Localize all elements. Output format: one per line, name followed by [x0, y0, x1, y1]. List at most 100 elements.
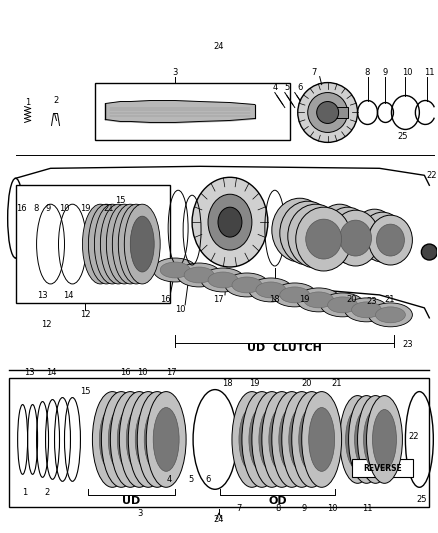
Ellipse shape — [302, 392, 342, 487]
Text: 7: 7 — [311, 68, 316, 77]
Ellipse shape — [360, 218, 389, 250]
Text: 4: 4 — [272, 83, 277, 92]
Text: 6: 6 — [205, 474, 211, 483]
Ellipse shape — [324, 207, 371, 263]
Ellipse shape — [256, 282, 286, 298]
Bar — [9, 378, 429, 507]
Ellipse shape — [184, 267, 214, 283]
Text: 23: 23 — [402, 340, 413, 349]
Text: 19: 19 — [300, 295, 310, 304]
Text: 24: 24 — [214, 515, 224, 524]
Ellipse shape — [218, 207, 242, 237]
Text: 8: 8 — [33, 204, 38, 213]
Ellipse shape — [95, 204, 130, 284]
Text: 3: 3 — [173, 68, 178, 77]
Ellipse shape — [249, 408, 275, 471]
Ellipse shape — [177, 263, 221, 287]
Text: 12: 12 — [41, 320, 52, 329]
Ellipse shape — [99, 408, 125, 471]
Ellipse shape — [372, 409, 396, 470]
Ellipse shape — [298, 83, 357, 142]
Text: 10: 10 — [59, 204, 69, 213]
Ellipse shape — [130, 216, 154, 272]
Bar — [328, 107, 348, 118]
Ellipse shape — [353, 209, 396, 259]
Ellipse shape — [259, 408, 285, 471]
Ellipse shape — [252, 392, 292, 487]
Text: 19: 19 — [81, 204, 91, 213]
Text: 17: 17 — [166, 368, 176, 377]
Bar — [16, 185, 170, 303]
Text: 9: 9 — [383, 68, 388, 77]
Text: REVERSE: REVERSE — [363, 464, 402, 473]
Text: 5: 5 — [188, 474, 193, 483]
Ellipse shape — [328, 297, 357, 313]
Ellipse shape — [126, 408, 152, 471]
Ellipse shape — [272, 198, 328, 262]
Ellipse shape — [297, 288, 341, 312]
Ellipse shape — [282, 210, 318, 250]
Text: 23: 23 — [367, 296, 377, 305]
Ellipse shape — [112, 216, 136, 272]
Text: 15: 15 — [81, 387, 91, 396]
Text: 16: 16 — [160, 295, 170, 304]
Ellipse shape — [262, 392, 302, 487]
Ellipse shape — [153, 258, 197, 282]
Ellipse shape — [124, 216, 148, 272]
Ellipse shape — [280, 201, 336, 265]
Ellipse shape — [232, 277, 262, 293]
Ellipse shape — [137, 392, 177, 487]
Bar — [352, 459, 413, 478]
Text: 16: 16 — [16, 204, 27, 213]
Ellipse shape — [360, 212, 404, 262]
Text: 11: 11 — [424, 68, 434, 77]
Text: 22: 22 — [408, 432, 419, 441]
Ellipse shape — [106, 216, 130, 272]
Ellipse shape — [88, 204, 124, 284]
Bar — [95, 83, 290, 140]
Ellipse shape — [332, 217, 364, 253]
Ellipse shape — [289, 408, 314, 471]
Text: 21: 21 — [332, 379, 342, 388]
Text: 1: 1 — [25, 98, 30, 107]
Ellipse shape — [95, 216, 118, 272]
Ellipse shape — [349, 395, 385, 483]
Text: 22: 22 — [426, 171, 437, 180]
Text: 17: 17 — [213, 295, 223, 304]
Ellipse shape — [375, 307, 406, 323]
Ellipse shape — [279, 408, 305, 471]
Ellipse shape — [346, 409, 370, 470]
Ellipse shape — [309, 408, 335, 471]
Text: 3: 3 — [138, 509, 143, 518]
Ellipse shape — [290, 213, 326, 253]
Ellipse shape — [316, 204, 364, 260]
Ellipse shape — [269, 408, 295, 471]
Ellipse shape — [239, 408, 265, 471]
Ellipse shape — [282, 392, 321, 487]
Ellipse shape — [308, 93, 348, 132]
Ellipse shape — [118, 216, 142, 272]
Ellipse shape — [272, 392, 312, 487]
Ellipse shape — [321, 293, 364, 317]
Text: 19: 19 — [249, 379, 259, 388]
Ellipse shape — [153, 408, 179, 471]
Ellipse shape — [324, 214, 356, 250]
Ellipse shape — [108, 408, 134, 471]
Ellipse shape — [100, 204, 136, 284]
Text: UD: UD — [122, 496, 141, 506]
Text: 20: 20 — [301, 379, 311, 388]
Text: 4: 4 — [166, 474, 171, 483]
Text: 10: 10 — [402, 68, 413, 77]
Ellipse shape — [100, 216, 124, 272]
Text: 11: 11 — [362, 504, 373, 513]
Ellipse shape — [296, 207, 352, 271]
Ellipse shape — [377, 224, 404, 256]
Text: 6: 6 — [297, 83, 302, 92]
Ellipse shape — [144, 408, 170, 471]
Ellipse shape — [124, 204, 160, 284]
Ellipse shape — [357, 395, 393, 483]
Text: 20: 20 — [346, 295, 357, 304]
Text: 24: 24 — [214, 42, 224, 51]
Text: 16: 16 — [120, 368, 131, 377]
Ellipse shape — [367, 395, 403, 483]
